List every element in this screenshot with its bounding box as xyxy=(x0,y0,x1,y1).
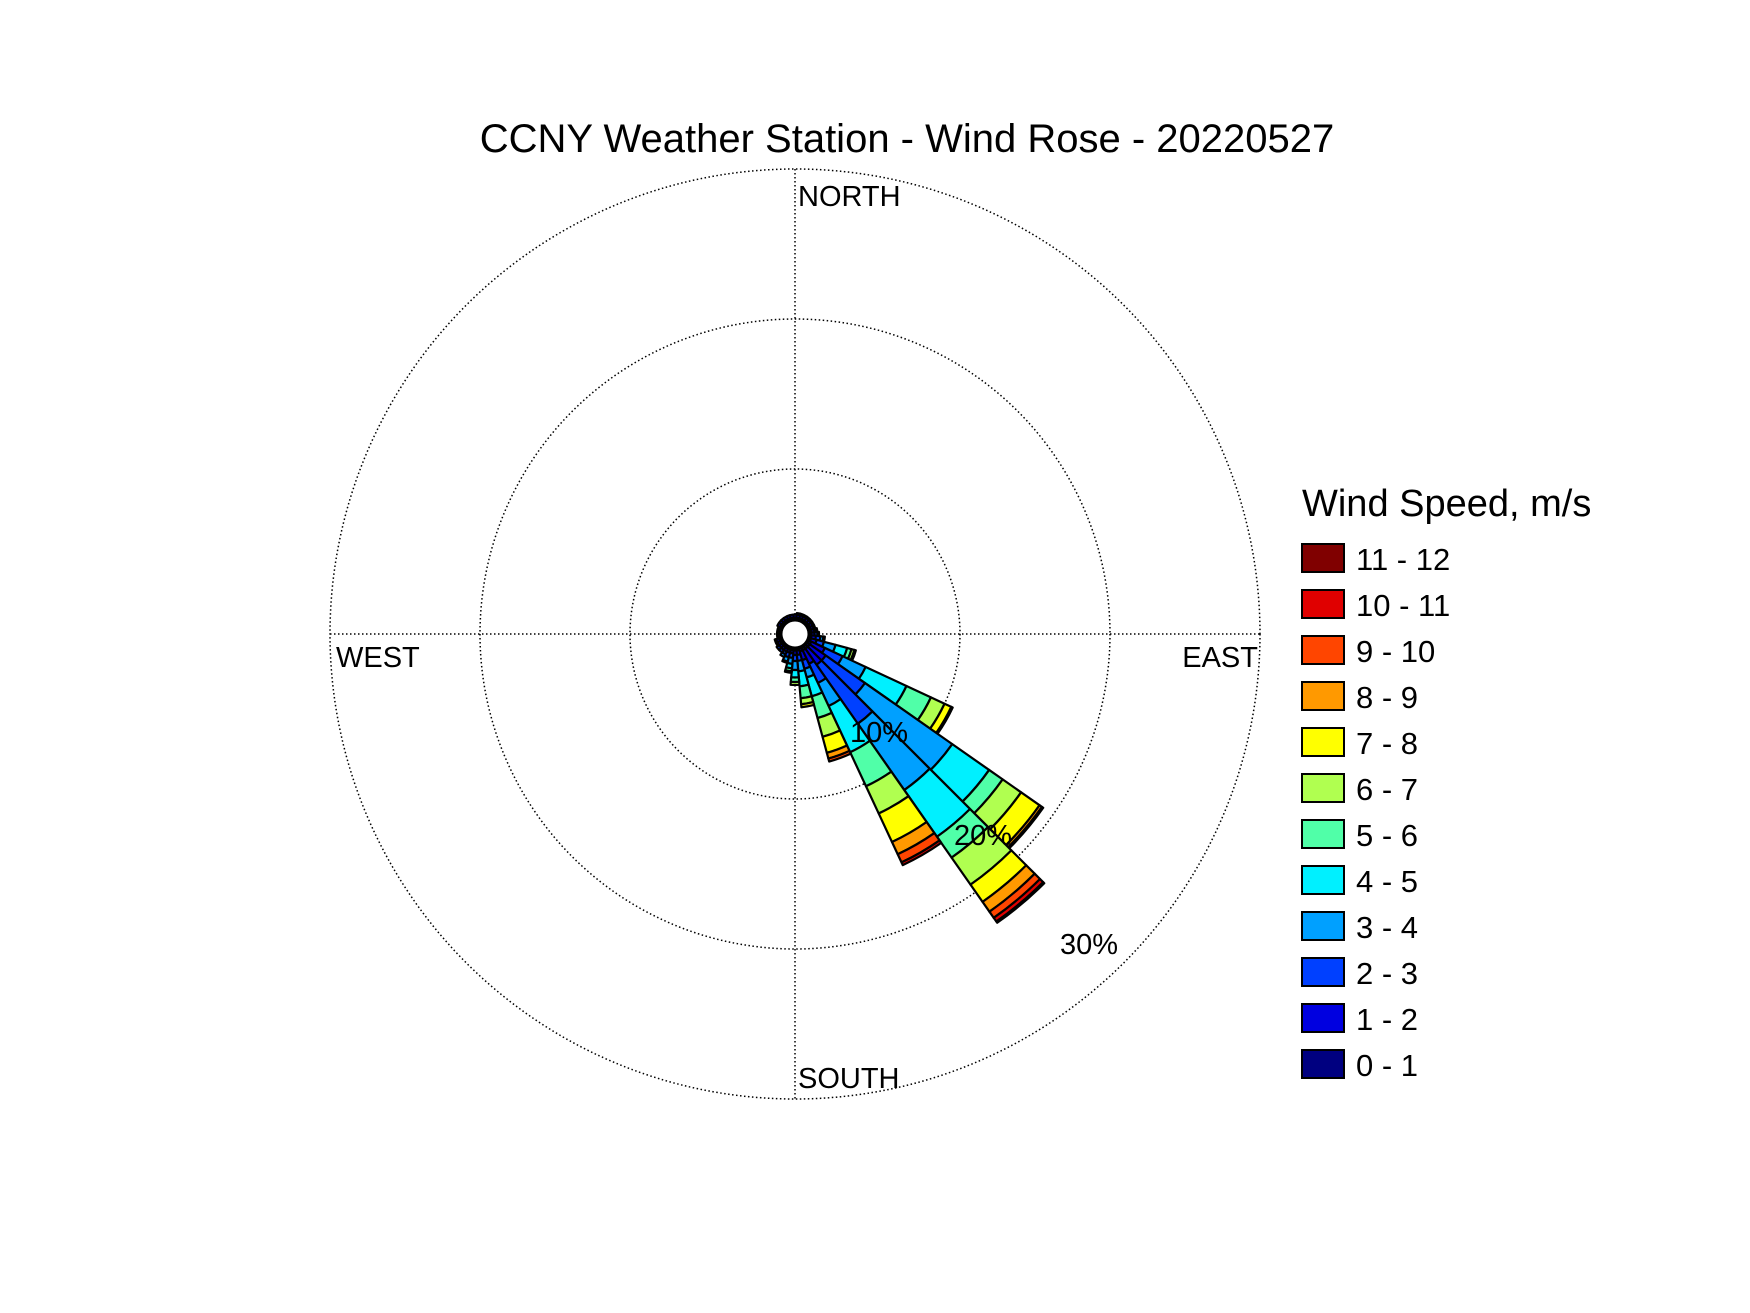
wedge-200-speed-4 xyxy=(781,658,789,665)
label-east: EAST xyxy=(1182,642,1258,674)
legend-label-3: 3 - 4 xyxy=(1356,910,1418,945)
legend-swatch-0 xyxy=(1301,1049,1345,1079)
legend: 11 - 12 10 - 11 9 - 10 8 - 9 7 - 8 6 - 7 5 - 6… xyxy=(1301,542,1450,1083)
label-west: WEST xyxy=(336,642,420,674)
wedge-170-speed-7 xyxy=(800,700,816,709)
wedge-140-speed-11 xyxy=(995,881,1046,924)
wedge-180-speed-6 xyxy=(789,680,801,687)
legend-swatch-10 xyxy=(1301,589,1345,619)
wedge-250-speed-2 xyxy=(773,637,779,644)
legend-label-2: 2 - 3 xyxy=(1356,956,1418,991)
legend-swatch-1 xyxy=(1301,1003,1345,1033)
legend-swatch-9 xyxy=(1301,635,1345,665)
legend-label-7: 7 - 8 xyxy=(1356,726,1418,761)
legend-label-4: 4 - 5 xyxy=(1356,864,1418,899)
legend-swatch-4 xyxy=(1301,865,1345,895)
wedge-350-speed-1 xyxy=(788,613,795,620)
wedge-160-speed-9 xyxy=(827,749,852,763)
legend-swatch-8 xyxy=(1301,681,1345,711)
legend-label-5: 5 - 6 xyxy=(1356,818,1418,853)
radial-tick-20: 20% xyxy=(954,820,1012,852)
legend-label-8: 8 - 9 xyxy=(1356,680,1418,715)
center-hole xyxy=(779,618,811,650)
legend-swatch-6 xyxy=(1301,773,1345,803)
wedges xyxy=(773,611,1046,924)
legend-swatch-11 xyxy=(1301,543,1345,573)
legend-label-1: 1 - 2 xyxy=(1356,1002,1418,1037)
legend-label-10: 10 - 11 xyxy=(1356,588,1450,623)
legend-swatch-3 xyxy=(1301,911,1345,941)
legend-label-11: 11 - 12 xyxy=(1356,542,1450,577)
label-north: NORTH xyxy=(798,181,901,213)
wedge-190-speed-6 xyxy=(783,669,793,674)
radial-tick-10: 10% xyxy=(850,717,908,749)
legend-swatch-2 xyxy=(1301,957,1345,987)
legend-label-9: 9 - 10 xyxy=(1356,634,1435,669)
radial-tick-30: 30% xyxy=(1060,929,1118,961)
legend-label-0: 0 - 1 xyxy=(1356,1048,1418,1083)
legend-swatch-5 xyxy=(1301,819,1345,849)
chart-title: CCNY Weather Station - Wind Rose - 20220… xyxy=(480,117,1335,161)
legend-label-6: 6 - 7 xyxy=(1356,772,1418,807)
label-south: SOUTH xyxy=(798,1063,900,1095)
wedge-150-speed-10 xyxy=(900,839,943,867)
wedge-210-speed-3 xyxy=(779,651,787,659)
legend-title: Wind Speed, m/s xyxy=(1302,483,1591,525)
legend-swatch-7 xyxy=(1301,727,1345,757)
